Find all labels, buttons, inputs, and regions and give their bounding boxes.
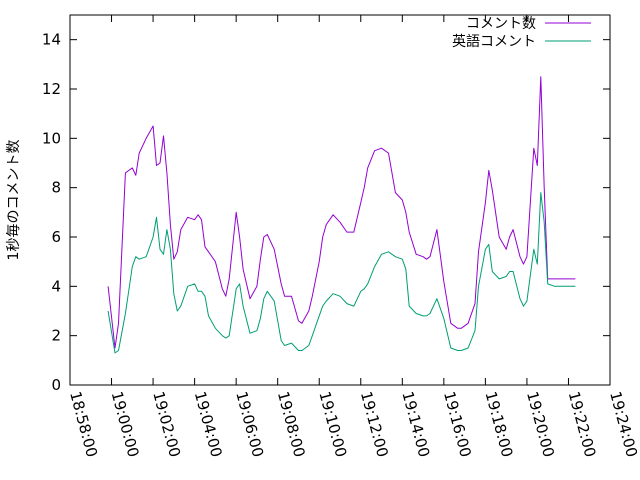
y-axis-label: 1秒毎のコメント数 <box>6 140 22 261</box>
x-tick-label: 18:58:00 <box>66 389 101 459</box>
x-tick-label: 19:12:00 <box>357 389 392 459</box>
y-tick-label: 2 <box>51 327 61 345</box>
x-tick-label: 19:10:00 <box>315 389 350 459</box>
x-tick-label: 19:20:00 <box>523 389 558 459</box>
x-tick-label: 19:18:00 <box>482 389 517 459</box>
legend-label-1: コメント数 <box>466 16 536 32</box>
series-line-1 <box>107 76 576 349</box>
y-axis-ticks: 0 2 4 6 8 10 12 14 <box>42 31 610 394</box>
y-tick-label: 8 <box>51 179 61 197</box>
y-tick-label: 0 <box>51 376 61 394</box>
x-tick-label: 19:16:00 <box>440 389 475 459</box>
x-tick-label: 19:24:00 <box>606 389 640 459</box>
plot-frame <box>69 14 611 386</box>
x-tick-label: 19:06:00 <box>232 389 267 459</box>
x-axis-ticks: 18:58:00 19:00:00 19:02:00 19:04:00 19:06:00… <box>66 15 640 459</box>
x-tick-label: 19:22:00 <box>565 389 600 459</box>
x-tick-label: 19:08:00 <box>274 389 309 459</box>
x-tick-label: 19:00:00 <box>108 389 143 459</box>
y-tick-label: 12 <box>42 80 61 98</box>
x-tick-label: 19:04:00 <box>191 389 226 459</box>
series-lines <box>107 76 576 354</box>
y-tick-label: 10 <box>42 129 61 147</box>
x-tick-label: 19:14:00 <box>398 389 433 459</box>
x-tick-label: 19:02:00 <box>149 389 184 459</box>
series-line-2 <box>107 192 576 354</box>
legend-label-2: 英語コメント <box>452 33 536 50</box>
y-tick-label: 14 <box>42 31 61 49</box>
y-tick-label: 6 <box>51 228 61 246</box>
y-tick-label: 4 <box>51 277 61 295</box>
